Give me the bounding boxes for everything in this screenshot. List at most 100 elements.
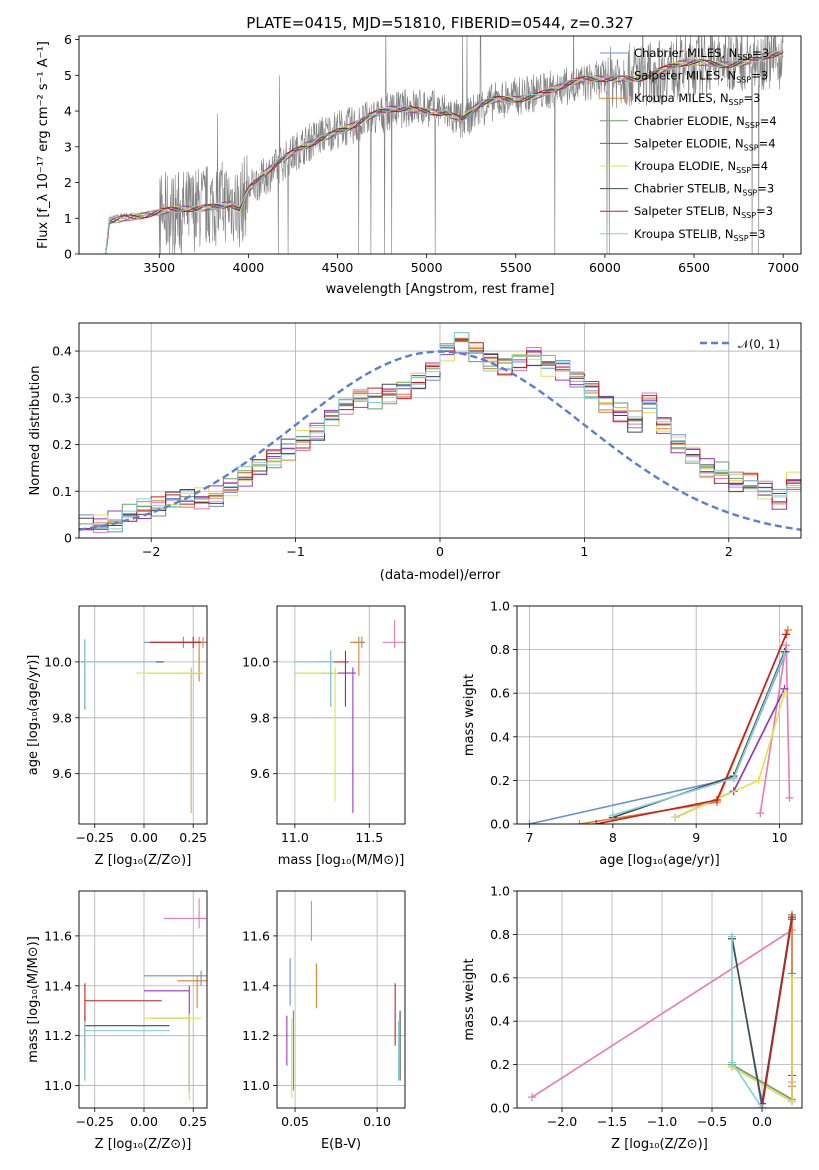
x-tick-label: 0.05: [281, 1114, 309, 1129]
axes-frame: [276, 890, 406, 1109]
legend-subscript: SSP: [729, 98, 744, 107]
legend-label-kroupa-miles: Kroupa MILES, NSSP=3: [634, 91, 760, 107]
x-tick-label: 0.00: [130, 1114, 158, 1129]
y-tick-label: 0.8: [490, 642, 510, 657]
axes-frame: [516, 605, 803, 825]
legend-label-kroupa-elodie: Kroupa ELODIE, NSSP=4: [634, 159, 768, 175]
y-tick-label: 0.6: [490, 970, 510, 985]
model-line-kroupa-stelib: [105, 50, 784, 254]
weight-marker-kroupa-stelib: [728, 932, 736, 941]
axes-frame: [516, 890, 803, 1109]
legend-suffix: =4: [760, 114, 777, 128]
y-tick-label: 0.4: [490, 1014, 510, 1029]
spectrum-legend: Chabrier MILES, NSSP=3 Salpeter MILES, NS…: [600, 46, 777, 243]
weight-marker-kroupa-elodie: [671, 813, 680, 822]
weight-marker-kroupa-stelib: [758, 1104, 766, 1108]
x-tick-label: 0.0: [752, 1114, 772, 1129]
x-axis-label: mass [log₁₀(M/M⊙)]: [278, 853, 405, 868]
weight-marker-salpeter-stelib: [788, 915, 796, 924]
weight-marker-salpeter-stelib: [782, 630, 791, 639]
x-tick-label: 0.25: [179, 1114, 207, 1129]
y-tick-label: 3: [64, 139, 72, 154]
model-line-chabrier-stelib: [105, 52, 784, 254]
weight-line-chabrier-miles: [529, 651, 787, 824]
x-tick-label: 0: [436, 544, 444, 559]
weight-line-kroupa-elodie: [674, 692, 786, 819]
x-tick-label: 11.0: [281, 830, 309, 845]
x-tick-label: 0.25: [179, 830, 207, 845]
weight-line-chabrier-elodie: [674, 688, 786, 819]
x-tick-label: 4500: [322, 260, 354, 275]
legend-label-normal: 𝒩(0, 1): [738, 337, 780, 351]
y-tick-label: 0.1: [52, 484, 72, 499]
x-tick-label: 6000: [589, 260, 621, 275]
weight-marker-salpeter-miles: [756, 809, 765, 818]
legend-suffix: =4: [759, 136, 776, 150]
y-tick-label: 0.0: [490, 1101, 510, 1116]
x-tick-label: −0.25: [76, 830, 114, 845]
y-tick-label: 0.3: [52, 390, 72, 405]
legend-suffix: =4: [751, 159, 768, 173]
mass-vs-Z-plot-area: [84, 898, 207, 1101]
y-tick-label: 0.8: [490, 927, 510, 942]
y-tick-label: 9.6: [52, 766, 72, 781]
y-tick-label: 10.0: [242, 654, 270, 669]
legend-label-salpeter-miles: Salpeter MILES, NSSP=3: [634, 69, 768, 85]
legend-subscript: SSP: [741, 211, 756, 220]
axes-frame: [276, 605, 406, 825]
mass-vs-ebv-panel: 0.05 0.10 11.0 11.2 11.4 11.6 E(B-V): [242, 890, 406, 1152]
y-tick-label: 0.2: [52, 437, 72, 452]
legend-subscript: SSP: [736, 166, 751, 175]
age-vs-mass-plot-area: [294, 619, 405, 813]
legend-label-kroupa-stelib: Kroupa STELIB, NSSP=3: [634, 227, 765, 243]
y-tick-label: 11.6: [242, 928, 270, 943]
legend-label-chabrier-miles: Chabrier MILES, NSSP=3: [634, 46, 769, 62]
x-tick-label: −1.0: [647, 1114, 677, 1129]
y-tick-label: 0: [64, 531, 72, 546]
weight-marker-chabrier-miles: [525, 820, 534, 824]
y-tick-label: 11.4: [242, 978, 270, 993]
model-line-kroupa-elodie: [105, 54, 784, 254]
x-axis-label: Z [log₁₀(Z/Z⊙)]: [611, 1137, 708, 1152]
x-tick-label: −2: [142, 544, 160, 559]
x-tick-label: 8: [609, 830, 617, 845]
x-tick-label: 1: [580, 544, 588, 559]
legend-subscript: SSP: [734, 234, 749, 243]
weight-line-kroupa-stelib: [612, 653, 786, 817]
weight-marker-salpeter-miles: [782, 641, 791, 650]
residuals-plot-area: [79, 332, 801, 535]
weight-marker-salpeter-miles: [528, 1093, 536, 1102]
weight-marker-kroupa-miles: [783, 625, 792, 634]
y-tick-label: 0: [64, 247, 72, 262]
weight-vs-age-panel: 7 8 9 10 0.0 0.2 0.4 0.6 0.8 1.0 age [log₁₀(age/yr…: [462, 599, 803, 868]
weight-marker-kroupa-elodie: [788, 973, 796, 982]
y-tick-label: 0.2: [490, 773, 510, 788]
legend-suffix: =3: [752, 46, 769, 60]
model-line-salpeter-elodie: [105, 52, 784, 254]
weight-marker-kroupa-stelib: [728, 1058, 736, 1067]
weight-line-salpeter-stelib: [761, 919, 793, 1108]
y-tick-label: 10.0: [44, 654, 72, 669]
y-tick-label: 1: [64, 211, 72, 226]
axes-frame: [78, 605, 208, 825]
weight-marker-kroupa-elodie: [754, 776, 763, 785]
x-tick-label: 0.10: [363, 1114, 391, 1129]
legend-suffix: =3: [751, 69, 768, 83]
mass-vs-Z-panel: −0.25 0.00 0.25 11.0 11.2 11.4 11.6 Z [log₁₀(Z/…: [26, 890, 208, 1152]
y-tick-label: 5: [64, 68, 72, 83]
weight-marker-kroupa-elodie: [788, 1097, 796, 1106]
histogram-chabrier-stelib: [79, 338, 801, 530]
weight-marker-kroupa-elodie: [780, 689, 789, 698]
weight-line-salpeter-stelib: [596, 633, 787, 824]
weight-vs-Z-plot-area: [528, 910, 796, 1108]
y-tick-label: 1.0: [490, 884, 510, 899]
x-tick-label: −1.5: [597, 1114, 627, 1129]
weight-line-salpeter-elodie: [674, 688, 786, 819]
x-axis-label: wavelength [Angstrom, rest frame]: [326, 282, 555, 297]
normal-curve: [79, 350, 801, 531]
y-tick-label: 11.4: [44, 978, 72, 993]
x-tick-label: 7000: [767, 260, 799, 275]
x-tick-label: 5500: [500, 260, 532, 275]
weight-marker-salpeter-stelib: [713, 796, 721, 805]
legend-subscript: SSP: [742, 189, 757, 198]
